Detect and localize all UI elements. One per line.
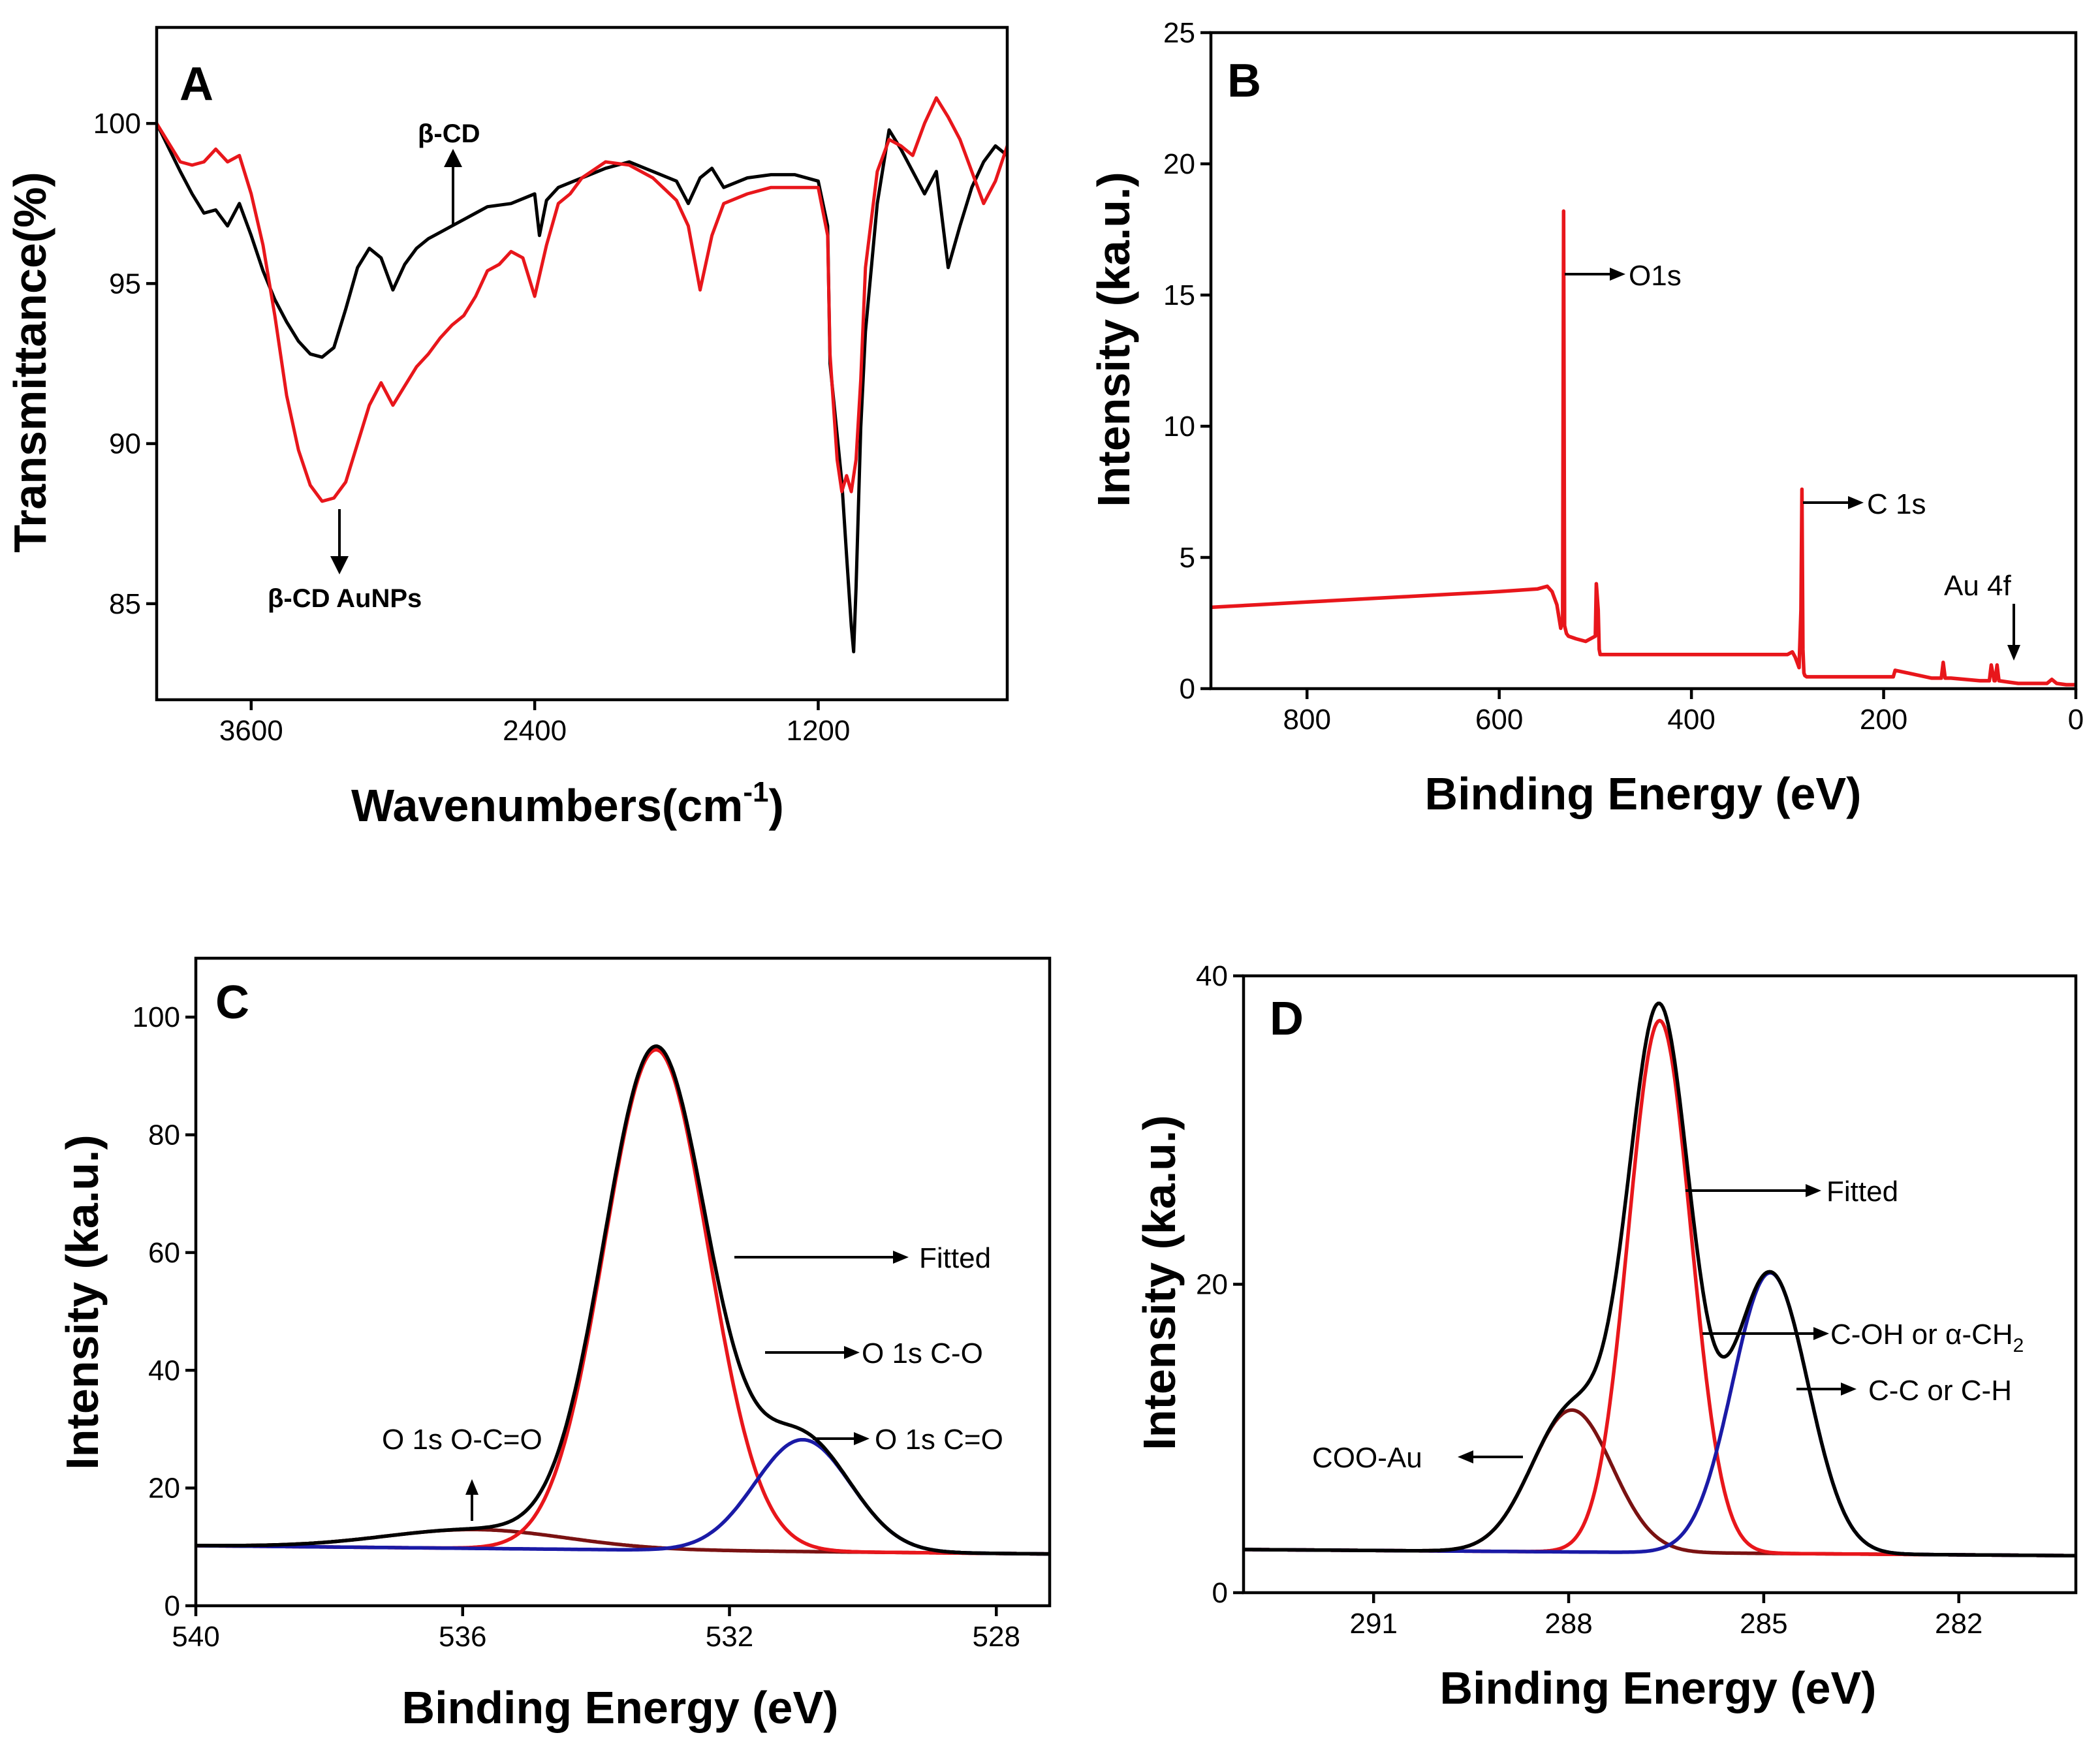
series-a--cd (157, 121, 1007, 653)
arrowhead-fitted-d (1806, 1184, 1821, 1197)
x-tick-label-c: 528 (973, 1621, 1020, 1653)
x-tick-label-d: 288 (1544, 1608, 1592, 1640)
arrowhead-c1s (1848, 496, 1864, 509)
y-tick-label-c: 40 (148, 1354, 180, 1386)
x-tick-label-c: 536 (439, 1621, 486, 1653)
x-tick-label-b: 400 (1667, 704, 1715, 736)
x-tick-label-d: 291 (1350, 1608, 1398, 1640)
arrowhead-c-o (844, 1346, 860, 1359)
arrowhead-c-oh (1813, 1327, 1829, 1340)
annotation-c-oh: C-OH or α-CH2 (1830, 1319, 2024, 1356)
x-axis-label-a: Wavenumbers(cm-1) (351, 776, 784, 831)
y-tick-label-d: 40 (1196, 960, 1228, 992)
arrowhead-c-eq-o (854, 1432, 870, 1445)
plot-frame-b (1209, 31, 2078, 691)
panel-label-c: C (215, 977, 249, 1029)
y-tick-label-d: 20 (1196, 1269, 1228, 1301)
x-axis-label-d: Binding Energy (eV) (1440, 1663, 1877, 1713)
annotation-beta-cd: β-CD (418, 119, 480, 148)
panel-label-a: A (180, 58, 213, 110)
x-tick-label-b: 0 (2068, 704, 2084, 736)
x-tick-label-b: 600 (1475, 704, 1523, 736)
x-tick-label-d: 285 (1740, 1608, 1787, 1640)
x-tick-label-c: 532 (706, 1621, 753, 1653)
arrowhead-beta-cd-aunps (330, 556, 349, 574)
y-tick-label-a: 90 (109, 428, 141, 460)
y-axis-label-c: Intensity (ka.u.) (57, 1134, 108, 1469)
y-tick-label-c: 100 (133, 1001, 180, 1033)
x-tick-label-b: 200 (1860, 704, 1907, 736)
annotation-beta-cd-aunps: β-CD AuNPs (268, 584, 422, 613)
x-tick-label-d: 282 (1935, 1608, 1982, 1640)
series-b-survey (1211, 209, 2076, 687)
series-d-c-oh-or-ch2 (1244, 1018, 2076, 1558)
arrowhead-coo-au (1458, 1450, 1473, 1463)
x-tick-label-b: 800 (1283, 704, 1331, 736)
y-tick-label-c: 0 (165, 1590, 180, 1622)
panel-c: C 540 536 532 528 0 20 40 60 80 100 Fitted O 1s C… (57, 956, 1052, 1733)
panel-b: B 800 600 400 200 0 0 5 10 15 20 25 O1s C 1s Au 4f… (1088, 17, 2084, 819)
arrowhead-fitted-c (893, 1251, 909, 1264)
series-c-o-1s-c-o (196, 1437, 1050, 1556)
panel-label-d: D (1270, 993, 1304, 1045)
y-tick-label-b: 10 (1163, 411, 1195, 443)
x-axis-label-b: Binding Energy (eV) (1425, 768, 1862, 819)
y-tick-label-b: 5 (1180, 542, 1195, 574)
x-tick-label-a: 3600 (219, 715, 283, 747)
annotation-fitted-d: Fitted (1826, 1176, 1898, 1208)
arrowhead-beta-cd (444, 149, 462, 167)
series-d-c-c-or-c-h (1244, 1271, 2076, 1558)
plot-frame-d (1242, 974, 2078, 1595)
y-tick-label-c: 60 (148, 1237, 180, 1269)
annotation-c-eq-o: O 1s C=O (875, 1424, 1003, 1456)
x-tick-label-a: 1200 (786, 715, 850, 747)
arrowhead-c-c (1841, 1383, 1857, 1396)
annotation-fitted-c: Fitted (919, 1242, 991, 1274)
series-c-fitted (196, 1044, 1050, 1556)
x-axis-label-c: Binding Energy (eV) (402, 1682, 839, 1733)
y-tick-label-a: 95 (109, 268, 141, 300)
series-c-o-1s-c-o (196, 1048, 1050, 1556)
y-tick-label-a: 100 (93, 108, 141, 140)
y-tick-label-a: 85 (109, 588, 141, 620)
x-tick-label-a: 2400 (503, 715, 567, 747)
y-tick-label-b: 0 (1180, 673, 1195, 705)
series-a--cd-aunps (157, 96, 1007, 503)
y-tick-label-b: 25 (1163, 17, 1195, 49)
plot-frame-c (194, 956, 1052, 1608)
y-tick-label-b: 20 (1163, 148, 1195, 180)
x-tick-label-c: 540 (172, 1621, 219, 1653)
annotation-o1s: O1s (1629, 260, 1682, 292)
y-axis-label-d: Intensity (ka.u.) (1134, 1115, 1185, 1450)
annotation-o-c-eq-o: O 1s O-C=O (382, 1424, 542, 1456)
annotation-c-c: C-C or C-H (1868, 1375, 2012, 1407)
series-d-fitted (1244, 1001, 2076, 1558)
y-tick-label-b: 15 (1163, 279, 1195, 311)
arrowhead-o1s (1610, 268, 1625, 281)
annotation-coo-au: COO-Au (1312, 1442, 1422, 1474)
arrowhead-au4f (2007, 645, 2020, 661)
y-axis-label-b: Intensity (ka.u.) (1088, 172, 1139, 507)
series-d-coo-au (1244, 1408, 2076, 1558)
annotation-c-o: O 1s C-O (862, 1337, 983, 1369)
panel-d: D 291 288 285 282 0 20 40 Fitted C-OH or α-CH2… (1134, 960, 2078, 1713)
annotation-c1s: C 1s (1867, 488, 1926, 520)
arrowhead-o-c-eq-o (465, 1479, 478, 1495)
y-tick-label-c: 20 (148, 1473, 180, 1505)
y-tick-label-d: 0 (1212, 1577, 1228, 1609)
annotation-au4f: Au 4f (1944, 570, 2012, 602)
plot-frame-a (155, 25, 1009, 702)
y-axis-label-a: Transmittance(%) (5, 172, 55, 552)
y-tick-label-c: 80 (148, 1119, 180, 1151)
panel-label-b: B (1227, 55, 1261, 107)
